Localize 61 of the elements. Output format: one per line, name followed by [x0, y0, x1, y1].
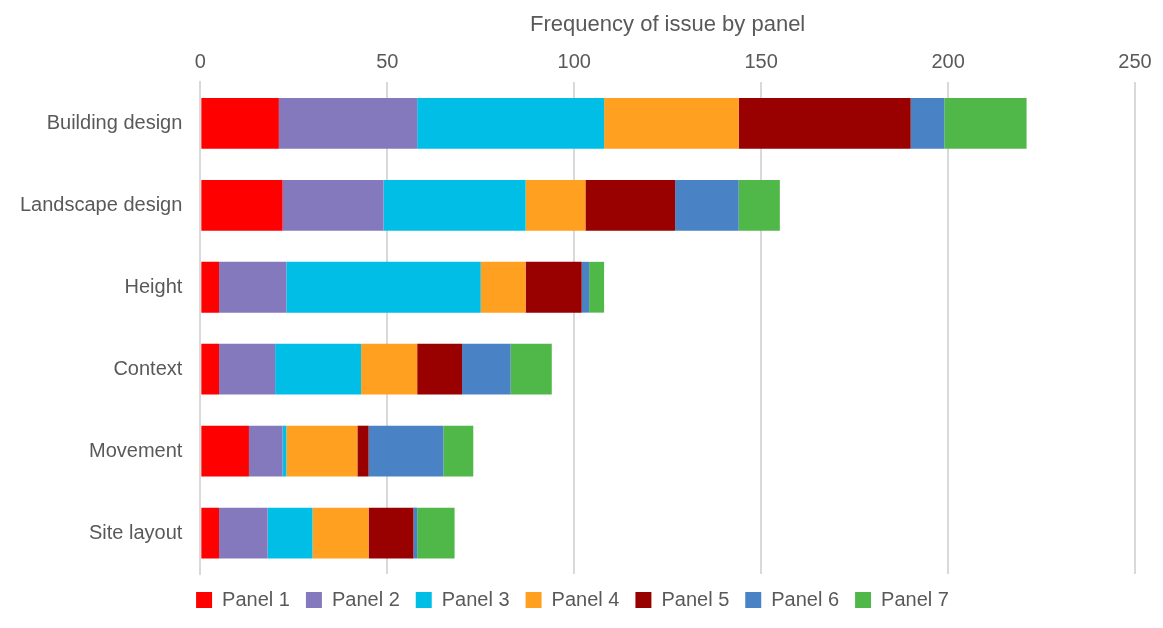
bar [201, 425, 249, 477]
bar [417, 343, 463, 395]
bar [462, 343, 511, 395]
bar [417, 507, 455, 559]
bar [675, 179, 739, 231]
y-tick-label: Height [124, 274, 183, 297]
bar [219, 261, 287, 313]
bar [413, 507, 418, 559]
x-tick-label: 50 [376, 49, 399, 72]
bar [525, 179, 586, 231]
bar [219, 507, 268, 559]
y-tick-label: Movement [88, 438, 183, 461]
chart-title: Frequency of issue by panel [530, 11, 806, 37]
bar [604, 97, 739, 149]
bar [525, 261, 582, 313]
bar [368, 507, 414, 559]
bar [278, 97, 418, 149]
legend-label: Panel 7 [881, 587, 949, 610]
bar [286, 425, 358, 477]
bar [910, 97, 945, 149]
bar [368, 425, 444, 477]
bar [738, 179, 780, 231]
bar [201, 179, 283, 231]
legend-label: Panel 4 [551, 587, 620, 610]
bar [312, 507, 369, 559]
legend-label: Panel 5 [661, 587, 730, 610]
bar [585, 179, 676, 231]
legend-label: Panel 3 [441, 587, 510, 610]
bar [944, 97, 1027, 149]
bar [282, 179, 384, 231]
bar [201, 261, 220, 313]
bar [219, 343, 276, 395]
bar [267, 507, 313, 559]
bar [738, 97, 911, 149]
bar [383, 179, 526, 231]
legend-label: Panel 6 [771, 587, 840, 610]
x-tick-label: 100 [557, 49, 591, 72]
bar [581, 261, 590, 313]
x-tick-label: 250 [1118, 49, 1152, 72]
bar [361, 343, 418, 395]
bar [248, 425, 283, 477]
bar [357, 425, 369, 477]
bar [201, 507, 220, 559]
bar [201, 343, 220, 395]
legend-label: Panel 1 [222, 587, 290, 610]
bar [417, 97, 605, 149]
bar [589, 261, 605, 313]
x-tick-label: 200 [931, 49, 965, 72]
bar [480, 261, 526, 313]
y-tick-label: Context [113, 356, 183, 379]
bar [510, 343, 552, 395]
bar [275, 343, 362, 395]
y-tick-label: Site layout [88, 520, 183, 543]
x-tick-label: 0 [194, 49, 206, 72]
legend-label: Panel 2 [331, 587, 400, 610]
y-tick-label: Building design [46, 110, 183, 133]
bar [443, 425, 474, 477]
y-tick-label: Landscape design [19, 192, 183, 215]
bar [201, 97, 279, 149]
bar [286, 261, 481, 313]
x-tick-label: 150 [744, 49, 778, 72]
